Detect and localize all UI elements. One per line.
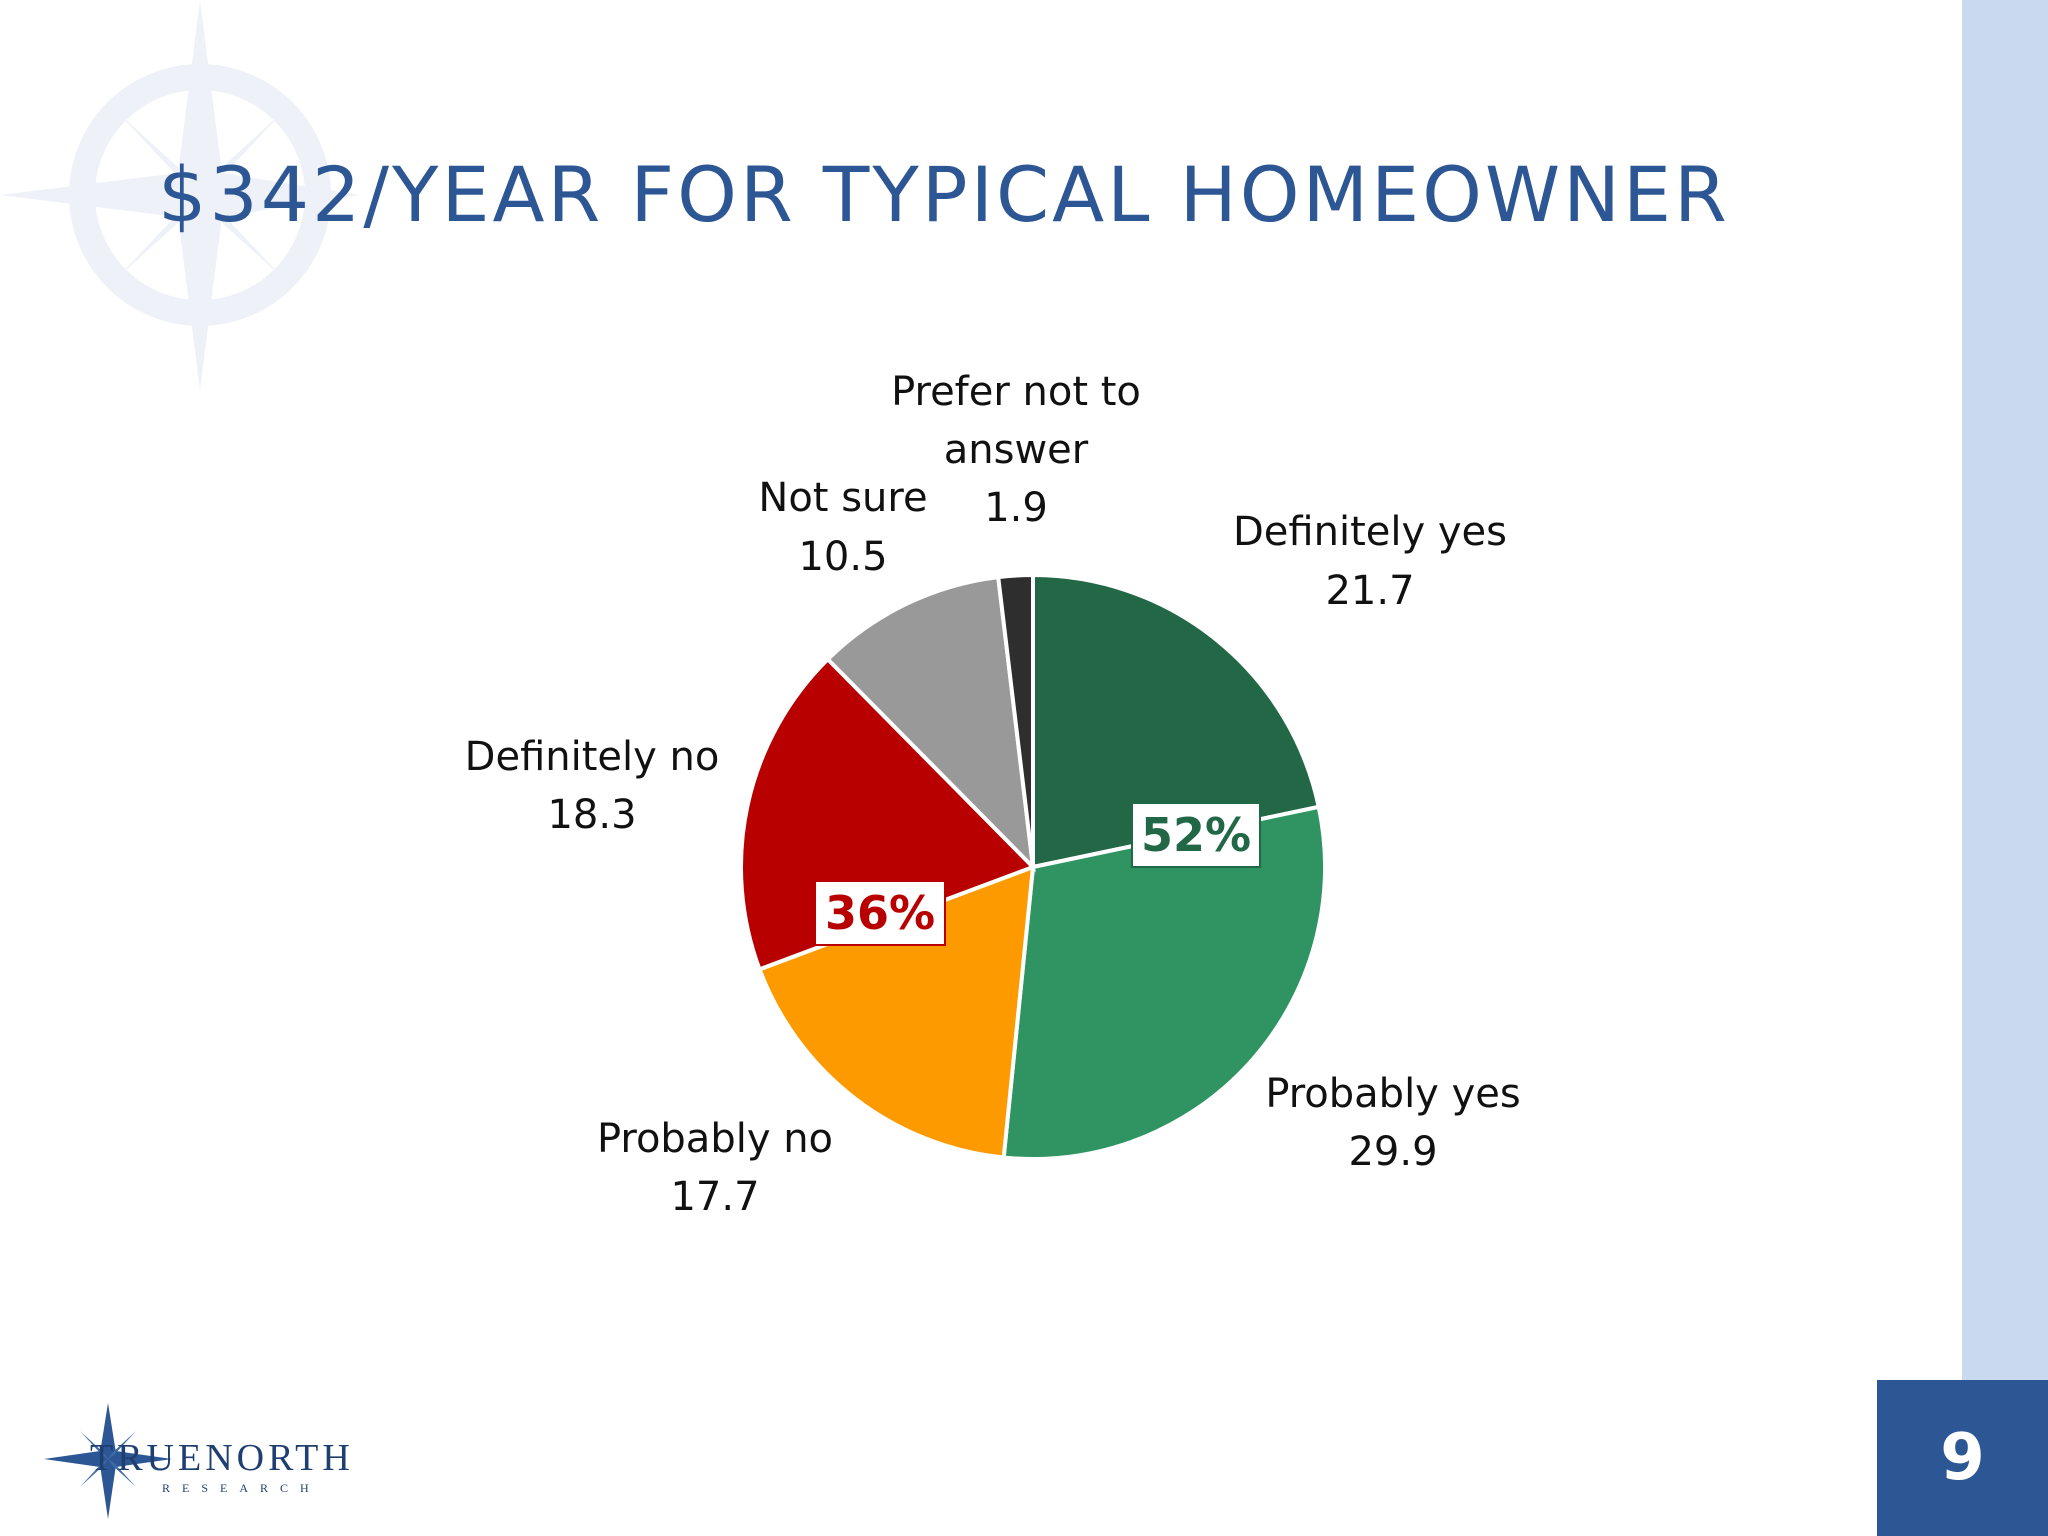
annotation-36: 36% <box>814 880 946 946</box>
truenorth-logo: TRUENORTH RESEARCH <box>44 1403 354 1519</box>
slice-label-probably-no: Probably no <box>597 1116 833 1162</box>
slice-value-prefer-not-to-answer: 1.9 <box>984 485 1048 531</box>
pie-slice-probably-no <box>756 863 1036 1160</box>
slice-value-probably-yes: 29.9 <box>1348 1129 1437 1175</box>
compass-rose-icon <box>0 0 360 390</box>
pie-slice-definitely-yes <box>1031 572 1322 870</box>
slide-title: $342/YEAR FOR TYPICAL HOMEOWNER <box>158 150 1730 239</box>
slice-label-not-sure: Not sure <box>758 475 927 521</box>
annotation-text: 52% <box>1141 808 1251 862</box>
slice-label-prefer-not-to-answer-1: Prefer not to <box>891 369 1141 415</box>
slice-label-prefer-not-to-answer-2: answer <box>944 427 1089 473</box>
slice-value-probably-no: 17.7 <box>670 1174 759 1220</box>
slice-value-definitely-no: 18.3 <box>547 792 636 838</box>
slice-label-definitely-yes: Definitely yes <box>1233 509 1507 555</box>
logo-wordmark: TRUENORTH <box>90 1437 354 1479</box>
pie-slice-prefer-not-to-answer <box>996 572 1035 868</box>
pie-slice-not-sure <box>824 574 1036 873</box>
annotation-52: 52% <box>1131 802 1261 868</box>
page-number: 9 <box>1940 1421 1985 1495</box>
annotation-box <box>1131 802 1261 868</box>
slice-value-definitely-yes: 21.7 <box>1325 568 1414 614</box>
logo-subword: RESEARCH <box>162 1481 321 1495</box>
side-band <box>1962 0 2048 1536</box>
slice-value-not-sure: 10.5 <box>798 534 887 580</box>
page-number-box: 9 <box>1877 1380 2048 1536</box>
slice-label-probably-yes: Probably yes <box>1265 1071 1520 1117</box>
annotation-text: 36% <box>825 886 935 940</box>
annotation-box <box>814 880 946 946</box>
compass-star-icon <box>44 1403 172 1519</box>
slice-label-definitely-no: Definitely no <box>465 734 720 780</box>
pie-slice-probably-yes <box>1001 804 1327 1162</box>
